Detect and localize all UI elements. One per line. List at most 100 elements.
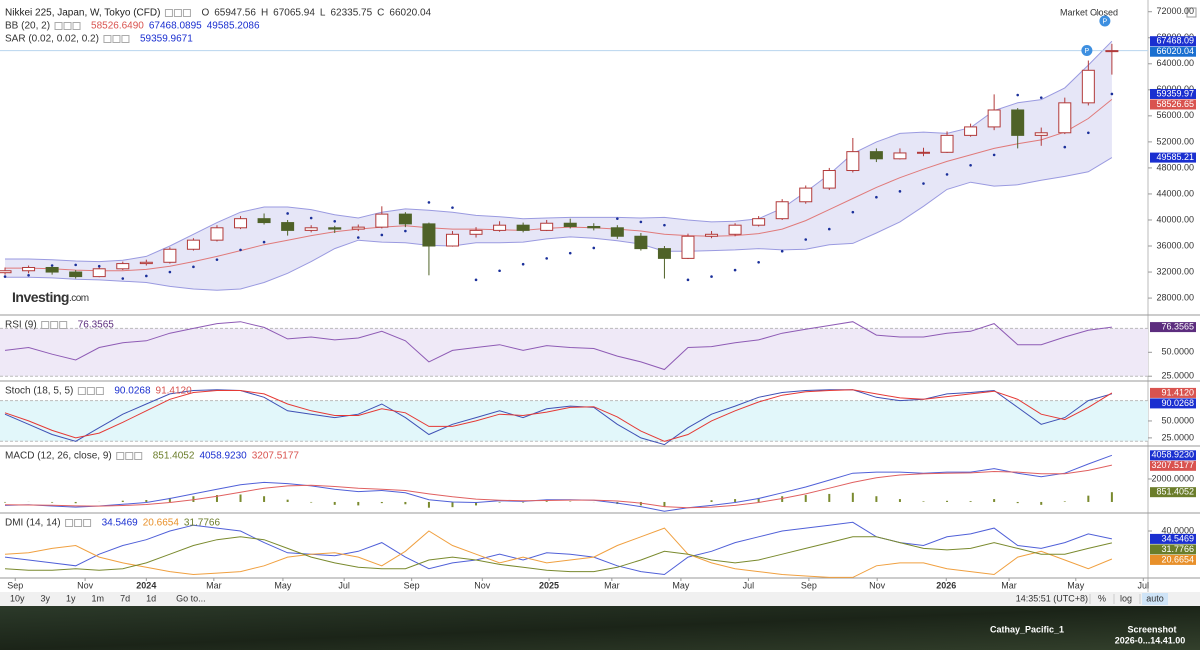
price-badge bbox=[1150, 322, 1196, 333]
x-tick-label: Jul bbox=[1138, 580, 1150, 590]
logo-main: Investing bbox=[12, 289, 69, 305]
sar-dot bbox=[969, 164, 972, 167]
legend-icon[interactable] bbox=[103, 35, 112, 43]
sar-dot bbox=[568, 251, 572, 255]
option-button[interactable]: auto bbox=[1146, 593, 1164, 603]
candle-up bbox=[445, 233, 459, 247]
price-badge-label: 76.3565 bbox=[1161, 321, 1194, 331]
sar-dot bbox=[804, 238, 808, 241]
x-tick-label: Jul bbox=[338, 580, 350, 590]
range-button[interactable]: 3y bbox=[41, 593, 51, 603]
toolbar-bg bbox=[0, 592, 1200, 606]
histogram-bar bbox=[734, 499, 737, 502]
candle-down bbox=[398, 213, 412, 225]
price-badge bbox=[1150, 450, 1196, 461]
y-tick-label: 40.0000 bbox=[1161, 525, 1194, 535]
candle-down bbox=[657, 248, 671, 259]
indicator-name: BB (20, 2) bbox=[5, 21, 50, 32]
legend-icon[interactable] bbox=[125, 452, 134, 460]
legend-icon[interactable] bbox=[83, 519, 92, 527]
event-marker[interactable] bbox=[1081, 45, 1093, 57]
range-button[interactable]: 1m bbox=[92, 593, 105, 603]
price-badge bbox=[1150, 387, 1196, 398]
auto-highlight bbox=[1142, 593, 1168, 605]
candle-up bbox=[1105, 50, 1119, 53]
candle-up bbox=[775, 201, 789, 220]
histogram-bar bbox=[380, 501, 383, 504]
price-badge-label: 3207.5177 bbox=[1151, 460, 1194, 470]
legend-value: 59359.9671 bbox=[140, 34, 193, 45]
window-title: Cathay_Pacific_1 bbox=[990, 624, 1064, 634]
option-button[interactable]: log bbox=[1120, 593, 1132, 603]
legend-icon[interactable] bbox=[134, 452, 143, 460]
legend-icon[interactable] bbox=[112, 35, 121, 43]
ohlc-label: L bbox=[320, 8, 326, 19]
candle-down bbox=[69, 271, 83, 278]
event-marker[interactable] bbox=[1099, 15, 1111, 27]
legend-icon[interactable] bbox=[74, 519, 83, 527]
legend-icon[interactable] bbox=[59, 321, 68, 329]
candle-up bbox=[822, 170, 836, 189]
sar-dot bbox=[851, 210, 855, 214]
histogram-bar bbox=[993, 499, 996, 502]
histogram-bar bbox=[946, 500, 949, 502]
legend-value: 58526.6490 bbox=[91, 21, 144, 32]
y-tick-label: 25.0000 bbox=[1161, 432, 1194, 442]
x-tick-label: Mar bbox=[604, 580, 620, 590]
legend-icon[interactable] bbox=[72, 22, 81, 30]
sar-dot bbox=[239, 248, 242, 252]
candle-up bbox=[210, 227, 224, 241]
sar-dot bbox=[262, 240, 266, 244]
range-button[interactable]: 10y bbox=[10, 593, 25, 603]
legend-icon[interactable] bbox=[63, 22, 72, 30]
candle-up bbox=[0, 270, 12, 274]
legend-icon[interactable] bbox=[86, 387, 95, 395]
legend-value: 76.3565 bbox=[78, 320, 115, 331]
candle-up bbox=[916, 151, 930, 154]
legend-icon[interactable] bbox=[116, 452, 125, 460]
legend-icon[interactable] bbox=[77, 387, 86, 395]
sar-dot bbox=[1087, 131, 1090, 135]
legend-icon[interactable] bbox=[95, 387, 104, 395]
bb-middle bbox=[5, 99, 1113, 272]
legend-value: 851.4052 bbox=[153, 451, 195, 462]
x-tick-label: Mar bbox=[1001, 580, 1017, 590]
sar-dot bbox=[1063, 145, 1067, 149]
range-button[interactable]: 7d bbox=[120, 593, 130, 603]
legend-icon[interactable] bbox=[50, 321, 59, 329]
sar-dot bbox=[733, 268, 737, 272]
legend-icon[interactable] bbox=[164, 9, 173, 17]
x-tick-label: Nov bbox=[77, 580, 94, 590]
indicator-name: SAR (0.02, 0.02, 0.2) bbox=[5, 34, 99, 45]
range-button[interactable]: 1d bbox=[146, 593, 156, 603]
candle-up bbox=[469, 229, 483, 235]
legend-icon[interactable] bbox=[121, 35, 130, 43]
market-status: Market Closed bbox=[1060, 7, 1118, 17]
price-badge-label: 58526.65 bbox=[1156, 99, 1194, 109]
sar-dot bbox=[686, 278, 690, 282]
indicator-line bbox=[4, 527, 1113, 578]
legend-icon[interactable] bbox=[182, 9, 191, 17]
histogram-bar bbox=[51, 501, 54, 503]
legend-icon[interactable] bbox=[173, 9, 182, 17]
price-badge bbox=[1150, 36, 1196, 47]
candle-down bbox=[281, 222, 295, 231]
sar-dot bbox=[356, 236, 360, 239]
legend-icon[interactable] bbox=[65, 519, 74, 527]
histogram-bar bbox=[898, 499, 901, 502]
x-tick-label: 2024 bbox=[136, 580, 156, 590]
event-marker-icon: P bbox=[1103, 18, 1108, 25]
goto-button[interactable]: Go to... bbox=[176, 593, 206, 603]
price-badge-label: 59359.97 bbox=[1156, 88, 1194, 98]
range-button[interactable]: 1y bbox=[66, 593, 76, 603]
band-fill bbox=[0, 328, 1148, 377]
price-badge-label: 31.7766 bbox=[1161, 544, 1194, 554]
status-dot bbox=[1095, 11, 1099, 15]
ohlc-value: 65947.56 bbox=[214, 8, 256, 19]
legend-icon[interactable] bbox=[54, 22, 63, 30]
option-button[interactable]: % bbox=[1098, 593, 1106, 603]
sar-dot bbox=[74, 263, 77, 267]
expand-icon[interactable] bbox=[1186, 7, 1197, 18]
indicator-line bbox=[4, 454, 1113, 512]
legend-icon[interactable] bbox=[41, 321, 50, 329]
